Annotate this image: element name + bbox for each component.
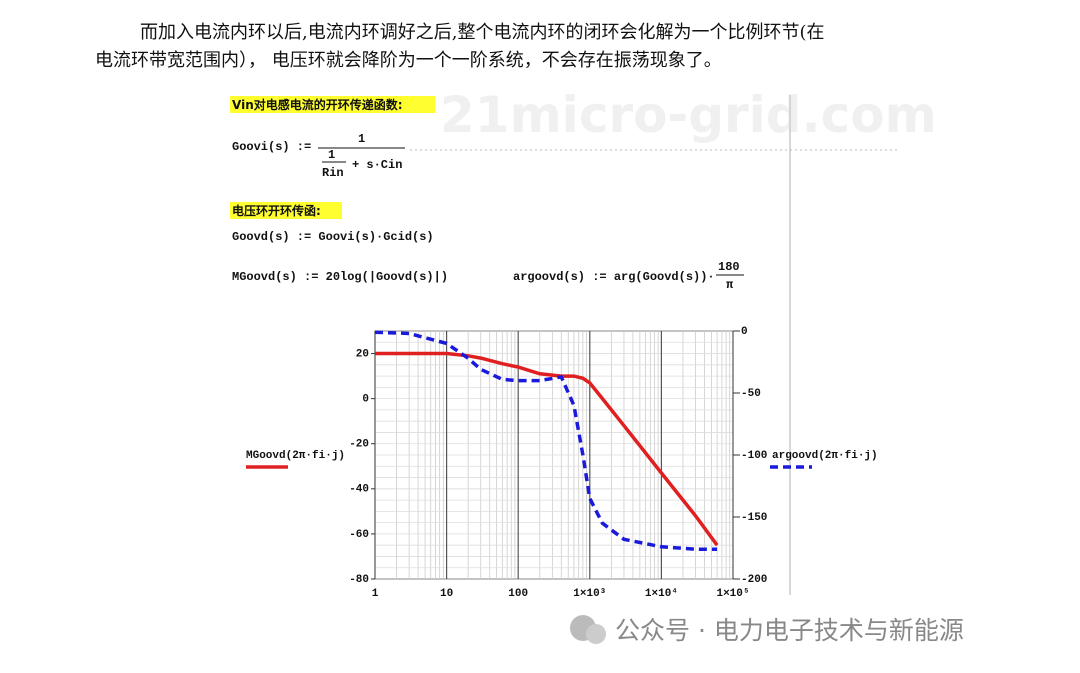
equation: 180 — [718, 260, 740, 274]
y-tick-label: -40 — [349, 484, 369, 496]
paragraph-line: 电流环带宽范围内）， 电压环就会降阶为一个一阶系统，不会存在振荡现象了。 — [95, 50, 722, 71]
highlight — [230, 202, 342, 219]
x-tick-label: 1×10⁵ — [716, 588, 749, 600]
x-tick-label: 10 — [440, 588, 453, 600]
wechat-icon — [586, 624, 606, 644]
heading: 电压环开环传函: — [232, 203, 321, 218]
y-tick-label: -60 — [349, 529, 369, 541]
y2-tick-label: -200 — [741, 574, 767, 586]
watermark: 21micro-grid.com — [440, 86, 937, 144]
highlight — [230, 96, 435, 113]
y-tick-label: 0 — [362, 394, 369, 406]
equation: Goovi(s) := — [232, 140, 311, 154]
x-tick-label: 1 — [372, 588, 379, 600]
y2-tick-label: -100 — [741, 450, 767, 462]
equation: 1 — [328, 148, 335, 162]
equation: Goovd(s) := Goovi(s)·Gcid(s) — [232, 230, 434, 244]
equation: argoovd(s) := arg(Goovd(s))· — [513, 270, 715, 284]
equation: π — [726, 278, 734, 292]
paragraph-line: 而加入电流内环以后,电流内环调好之后,整个电流内环的闭环会化解为一个比例环节(在 — [140, 22, 824, 43]
y-tick-label: 20 — [356, 348, 369, 360]
y2-tick-label: -150 — [741, 512, 767, 524]
legend-label: argoovd(2π·fi·j) — [772, 450, 878, 462]
y-tick-label: -80 — [349, 574, 369, 586]
y-tick-label: -20 — [349, 439, 369, 451]
x-tick-label: 1×10⁴ — [645, 588, 678, 600]
x-tick-label: 100 — [508, 588, 528, 600]
y2-tick-label: 0 — [741, 326, 748, 338]
equation: MGoovd(s) := 20log(|Goovd(s)|) — [232, 270, 448, 284]
legend-label: MGoovd(2π·fi·j) — [246, 450, 345, 462]
series-line — [374, 330, 718, 551]
equation: Rin — [322, 166, 344, 180]
heading: Vin对电感电流的开环传递函数: — [232, 97, 403, 112]
y2-tick-label: -50 — [741, 388, 761, 400]
equation: + s·Cin — [352, 158, 402, 172]
x-tick-label: 1×10³ — [573, 588, 606, 600]
equation: 1 — [358, 132, 365, 146]
footer: 公众号 · 电力电子技术与新能源 — [615, 616, 964, 645]
